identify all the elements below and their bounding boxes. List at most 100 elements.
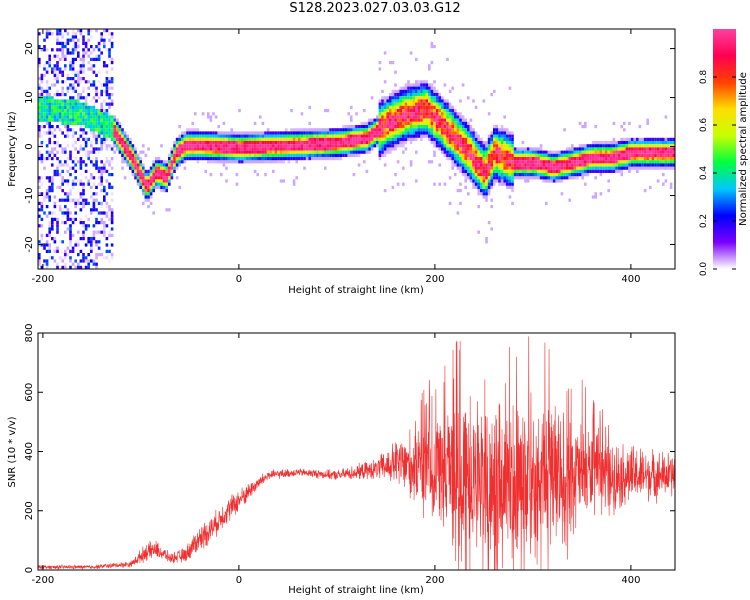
spectrogram-cell — [649, 157, 652, 161]
spectrogram-cell — [131, 153, 135, 157]
spectrogram-cell — [157, 157, 161, 161]
spectrogram-cell — [105, 93, 109, 97]
spectrogram-cell — [43, 195, 46, 199]
spectrogram-cell — [269, 144, 272, 148]
spectrogram-cell — [74, 243, 77, 247]
spectrogram-cell — [126, 150, 129, 154]
spectrogram-cell — [243, 137, 246, 141]
spectrogram-cell — [183, 150, 187, 154]
spectrogram-cell — [188, 137, 192, 141]
spectrogram-cell — [100, 137, 103, 141]
spectrogram-cell — [266, 147, 270, 151]
spectrogram-cell — [391, 112, 395, 116]
spectrogram-cell — [69, 115, 72, 119]
spectrogram-cell — [56, 80, 59, 84]
spectrogram-cell — [487, 185, 491, 189]
spectrogram-cell — [451, 160, 454, 164]
spectrogram-cell — [212, 160, 215, 164]
spectrogram-cell — [90, 173, 93, 177]
spectrogram-cell — [186, 131, 189, 135]
spectrogram-cell — [292, 134, 296, 138]
spectrogram-cell — [464, 153, 467, 157]
spectrogram-cell — [116, 141, 119, 145]
spectrogram-cell — [352, 128, 356, 132]
spectrogram-cell — [547, 150, 551, 154]
spectrogram-cell — [438, 96, 441, 100]
spectrogram-cell — [100, 109, 103, 113]
spectrogram-cell — [238, 141, 241, 145]
spectrogram-cell — [51, 214, 54, 218]
spectrogram-cell — [316, 144, 319, 148]
spectrogram-cell — [61, 51, 64, 55]
spectrogram-cell — [103, 128, 106, 132]
spectrogram-cell — [568, 176, 571, 180]
spectrogram-cell — [110, 157, 114, 161]
spectrogram-cell — [396, 93, 400, 97]
spectrogram-cell — [425, 121, 428, 125]
spectrogram-cell — [298, 147, 301, 151]
spectrogram-cell — [430, 115, 434, 119]
spectrogram-cell — [292, 131, 296, 135]
spectrogram-cell — [212, 137, 215, 141]
spectrogram-cell — [438, 131, 441, 135]
spectrogram-cell — [391, 105, 395, 109]
spectrogram-cell — [503, 115, 506, 119]
spectrogram-cell — [594, 150, 597, 154]
spectrogram-cell — [467, 121, 470, 125]
spectrogram-cell — [334, 131, 337, 135]
spectrogram-cell — [630, 157, 634, 161]
spectrogram-cell — [207, 115, 210, 119]
spectrogram-cell — [92, 128, 96, 132]
spectrogram-cell — [209, 141, 213, 145]
spectrogram-cell — [487, 189, 491, 193]
spectrogram-cell — [105, 86, 109, 90]
spectrogram-cell — [438, 112, 441, 116]
spectrogram-cell — [428, 86, 431, 90]
spectrogram-cell — [386, 125, 389, 129]
spectrogram-cell — [38, 208, 41, 212]
spectrogram-cell — [108, 131, 111, 135]
spectrogram-cell — [402, 141, 405, 145]
spectrogram-cell — [503, 147, 506, 151]
spectrogram-cell — [87, 243, 90, 247]
spectrogram-cell — [134, 176, 137, 180]
spectrogram-cell — [672, 144, 675, 148]
spectrogram-cell — [131, 163, 135, 167]
spectrogram-cell — [482, 150, 486, 154]
spectrogram-cell — [487, 150, 491, 154]
spectrogram-cell — [43, 67, 46, 71]
spectrogram-cell — [313, 128, 317, 132]
spectrogram-cell — [43, 45, 46, 49]
spectrogram-cell — [360, 121, 363, 125]
spectrogram-cell — [95, 115, 98, 119]
spectrogram-cell — [597, 147, 600, 151]
spectrogram-cell — [126, 137, 129, 141]
spectrogram-cell — [295, 131, 298, 135]
spectrogram-cell — [456, 144, 460, 148]
spectrogram-cell — [498, 153, 501, 157]
spectrogram-cell — [550, 153, 553, 157]
spectrogram-cell — [100, 118, 103, 122]
spectrogram-cell — [578, 147, 582, 151]
spectrogram-cell — [610, 157, 613, 161]
spectrogram-cell — [43, 157, 46, 161]
spectrogram-cell — [399, 112, 402, 116]
spectrogram-cell — [576, 160, 579, 164]
spectrogram-cell — [394, 125, 397, 129]
spectrogram-cell — [123, 160, 127, 164]
spectrogram-cell — [612, 150, 616, 154]
spectrogram-cell — [573, 150, 577, 154]
spectrogram-cell — [147, 195, 150, 199]
spectrogram-cell — [201, 141, 205, 145]
spectrogram-cell — [261, 134, 265, 138]
spectrogram-cell — [555, 150, 558, 154]
spectrogram-cell — [555, 163, 558, 167]
spectrogram-cell — [482, 195, 486, 199]
spectrogram-cell — [506, 144, 509, 148]
spectrogram-cell — [487, 147, 491, 151]
spectrogram-cell — [532, 176, 535, 180]
spectrogram-cell — [532, 163, 535, 167]
spectrogram-cell — [66, 112, 70, 116]
spectrogram-cell — [97, 201, 101, 205]
spectrogram-cell — [594, 153, 597, 157]
